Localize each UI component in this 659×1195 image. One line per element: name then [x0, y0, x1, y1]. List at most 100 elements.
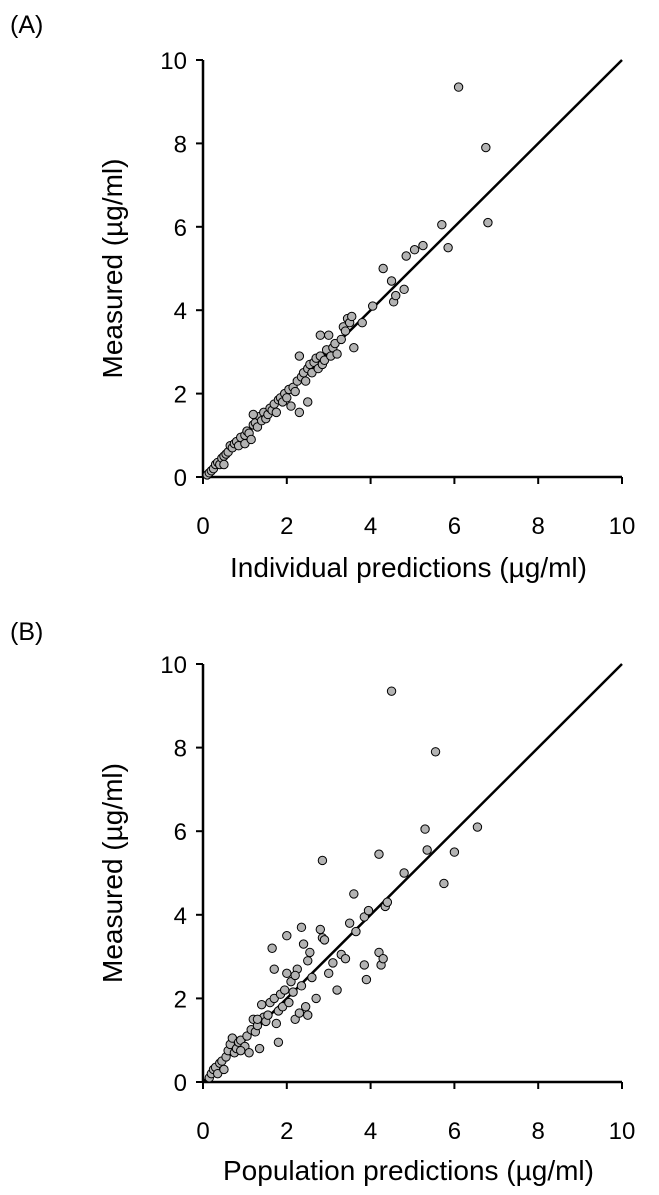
data-point: [430, 747, 441, 757]
y-tick-label: 0: [174, 1070, 187, 1097]
data-point: [282, 968, 292, 979]
data-point: [324, 968, 334, 979]
data-point: [273, 1037, 284, 1047]
data-point: [288, 987, 298, 997]
data-point: [391, 290, 401, 301]
data-point: [317, 855, 328, 866]
data-point: [336, 334, 346, 345]
data-point: [294, 351, 305, 361]
panel-a: (A) 0 2 4 6 8 10 0 2 4 6 8 10 Individual predictions …: [10, 11, 635, 583]
x-axis-title: Population predictions (µg/ml): [223, 1155, 594, 1186]
data-point: [300, 376, 311, 386]
data-point: [294, 407, 305, 418]
x-tick-label: 2: [280, 1118, 293, 1145]
data-point: [252, 1014, 263, 1024]
data-point: [357, 318, 367, 328]
data-point: [244, 1048, 254, 1058]
y-tick-label: 10: [160, 652, 187, 679]
data-point: [256, 999, 267, 1010]
data-point: [307, 972, 317, 983]
data-point: [363, 905, 374, 916]
x-tick-label: 8: [532, 513, 545, 540]
data-point: [328, 958, 338, 968]
data-point: [359, 960, 370, 970]
y-axis-title: Measured (µg/ml): [97, 159, 128, 379]
data-point: [418, 240, 428, 251]
y-tick-label: 8: [174, 131, 187, 158]
x-tick-label: 4: [364, 1118, 377, 1145]
data-point: [315, 924, 326, 935]
data-point: [472, 822, 483, 832]
data-point: [219, 459, 229, 470]
data-point: [219, 1064, 229, 1075]
x-tick-label: 4: [364, 513, 377, 540]
data-point: [298, 939, 309, 949]
y-tick-label: 6: [174, 215, 187, 242]
data-point: [340, 326, 351, 336]
data-point: [361, 974, 372, 985]
x-tick-label: 2: [280, 513, 293, 540]
panel-label: (B): [10, 618, 43, 646]
data-point: [367, 301, 378, 311]
data-point: [311, 993, 321, 1004]
data-point: [303, 397, 313, 407]
data-point: [263, 1010, 273, 1020]
data-point: [282, 393, 292, 403]
data-point: [315, 330, 326, 340]
data-point: [439, 878, 449, 889]
x-tick-label: 6: [448, 1118, 461, 1145]
data-point: [437, 220, 447, 230]
data-point: [374, 849, 384, 859]
data-point: [409, 245, 420, 255]
data-point: [303, 1010, 313, 1020]
data-point: [378, 953, 388, 964]
data-point: [401, 251, 411, 261]
data-point: [294, 1008, 305, 1018]
data-point: [483, 217, 493, 228]
data-point: [290, 386, 300, 397]
data-point: [271, 1018, 282, 1029]
identity-line: [202, 663, 623, 1083]
x-tick-label: 10: [609, 1118, 636, 1145]
x-tick-label: 0: [196, 513, 209, 540]
data-point: [453, 82, 464, 92]
y-tick-label: 4: [174, 903, 187, 930]
x-axis-title: Individual predictions (µg/ml): [230, 552, 587, 583]
data-point: [296, 981, 307, 991]
data-point: [399, 868, 409, 878]
y-tick-label: 2: [174, 986, 187, 1013]
y-tick-label: 4: [174, 298, 187, 325]
y-tick-label: 6: [174, 819, 187, 846]
data-point: [286, 401, 296, 411]
data-point: [449, 847, 460, 857]
data-point: [399, 284, 409, 295]
data-point: [443, 242, 453, 253]
data-point: [344, 918, 355, 928]
panel-b: (B) 0 2 4 6 8 10 0 2 4 6 8 10 Population predictions …: [10, 618, 635, 1186]
data-point: [246, 434, 256, 445]
data-point: [382, 897, 393, 907]
data-point: [296, 922, 307, 933]
y-tick-label: 2: [174, 382, 187, 409]
x-tick-label: 10: [609, 513, 636, 540]
data-point: [267, 943, 277, 953]
data-point: [332, 349, 342, 359]
data-point: [319, 935, 330, 945]
data-point: [481, 142, 491, 153]
data-point: [386, 686, 397, 696]
data-point: [303, 956, 313, 966]
data-point: [420, 824, 430, 834]
x-tick-label: 0: [196, 1118, 209, 1145]
data-point: [349, 889, 359, 899]
data-point: [282, 931, 292, 941]
data-point: [236, 1045, 246, 1056]
data-point: [324, 330, 334, 340]
data-point: [290, 970, 300, 981]
data-point: [248, 409, 258, 420]
data-point: [280, 985, 290, 995]
data-point: [254, 1043, 265, 1054]
y-tick-label: 8: [174, 736, 187, 763]
panel-label: (A): [10, 11, 43, 39]
data-point: [347, 311, 357, 322]
data-point: [351, 926, 361, 937]
